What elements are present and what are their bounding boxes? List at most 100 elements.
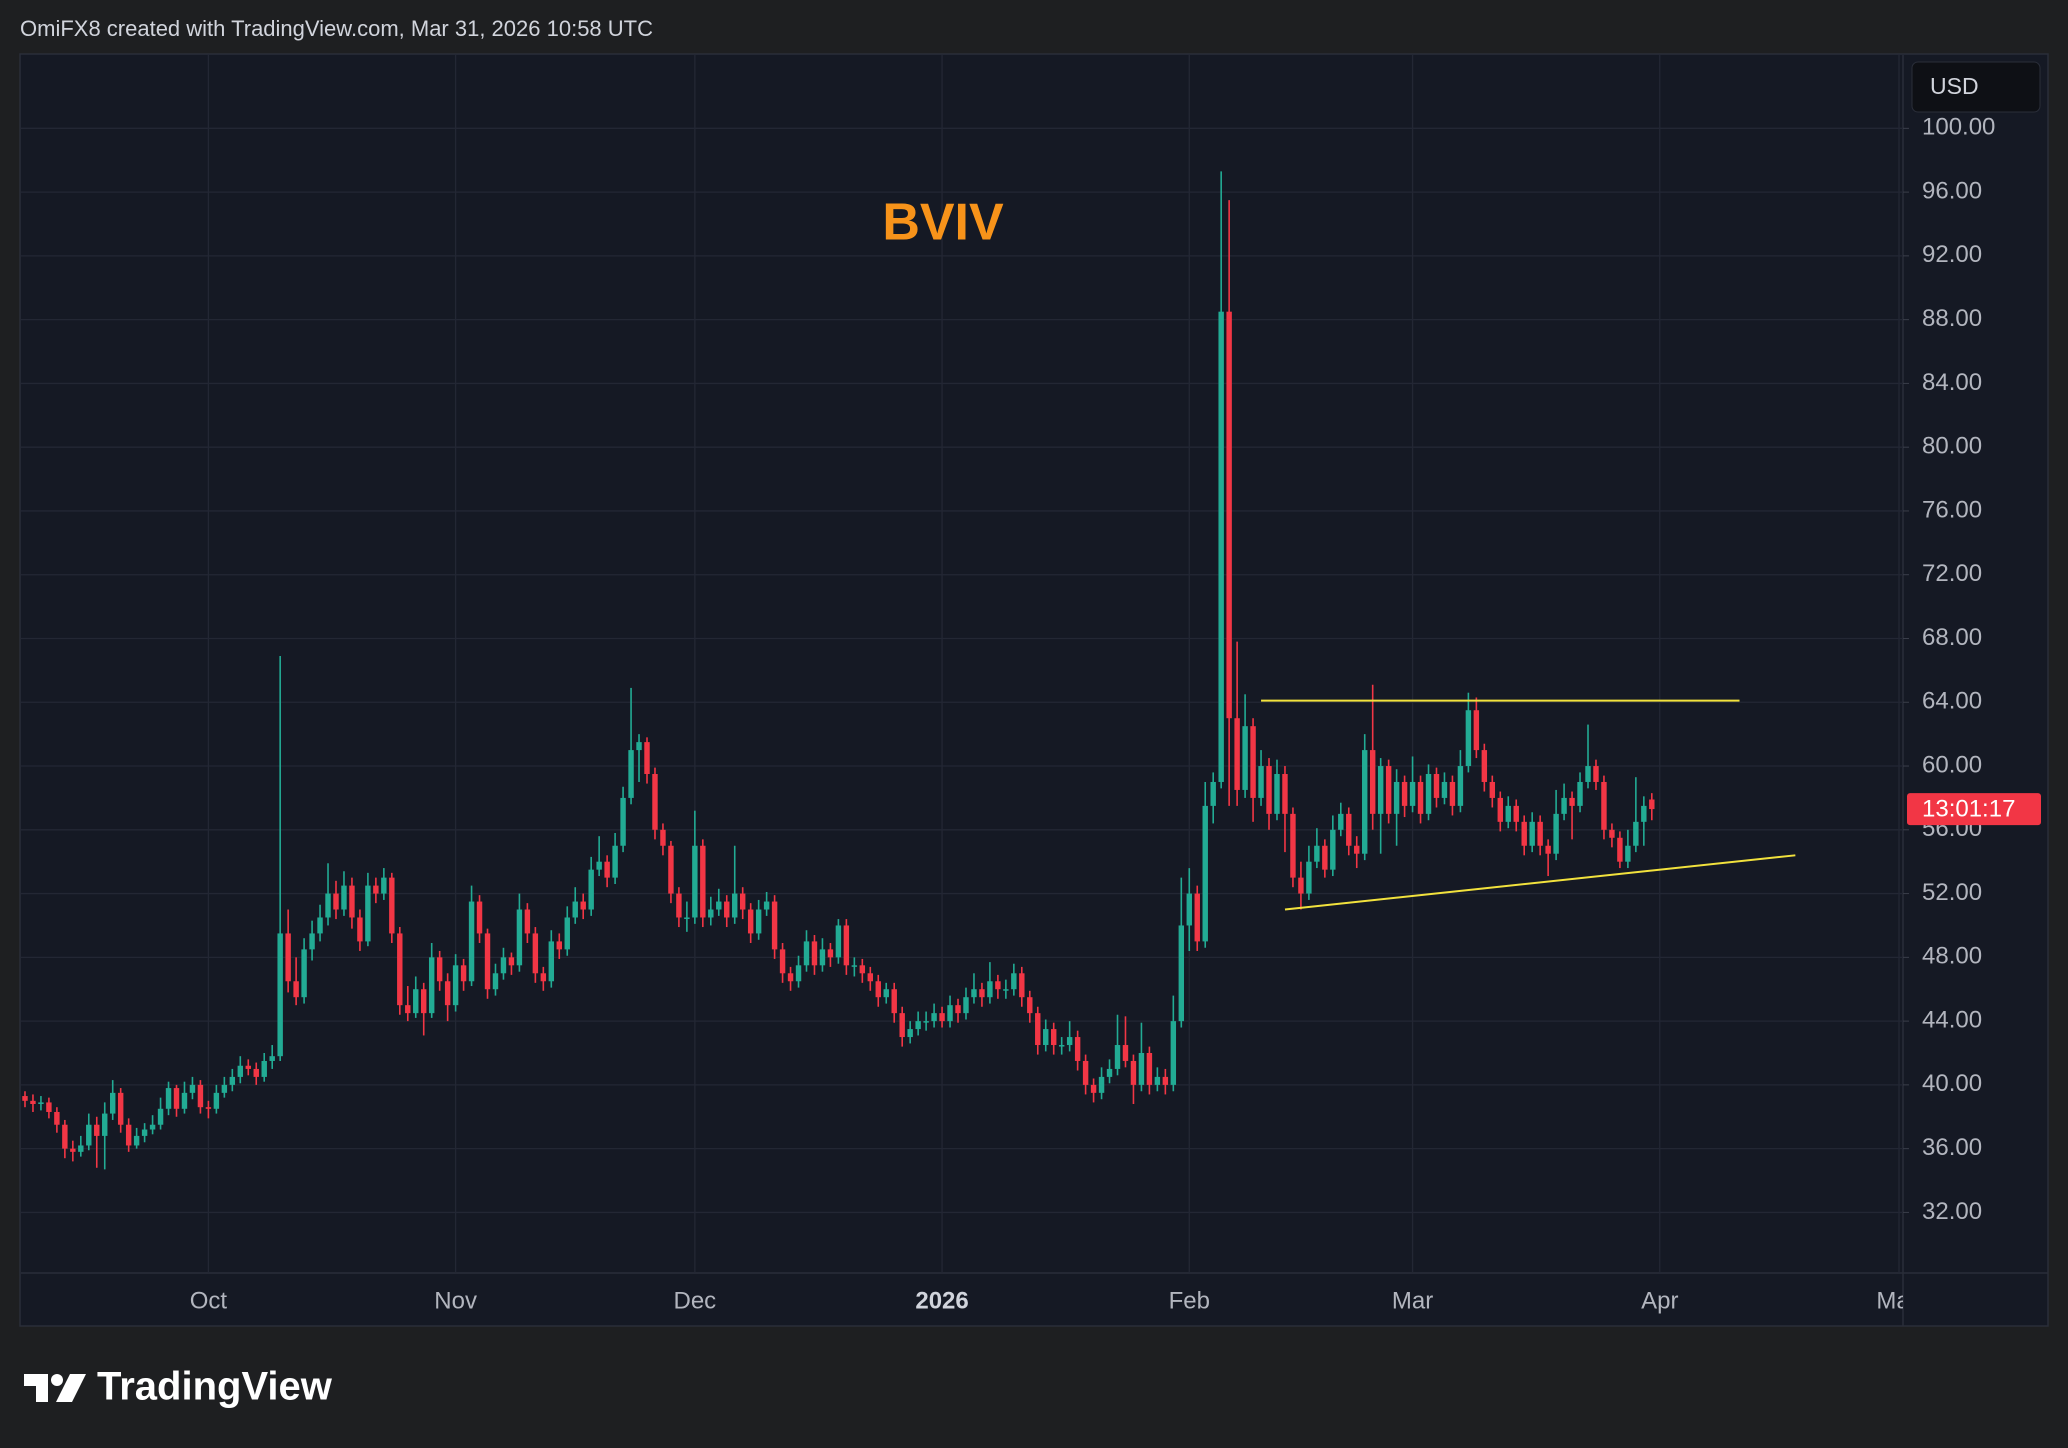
candle-body [102,1113,108,1136]
candle-body [1449,781,1456,806]
candle-body [78,1145,84,1152]
candle-body [1154,1076,1161,1085]
candle-body [1569,797,1575,806]
countdown-label: 13:01:17 [1922,795,2015,822]
candle-body [1354,845,1360,854]
candle-body [915,1021,921,1030]
candle-body [1497,797,1503,822]
candle-body [421,989,427,1014]
candle-body [1585,766,1591,782]
grid [21,55,1903,1273]
candle-body [732,893,738,918]
candle-body [293,981,299,998]
candle-body [1098,1076,1105,1093]
candle-body [1362,750,1368,854]
candle-body [716,901,722,910]
candle-body [811,941,818,966]
candle-body [1441,781,1448,798]
candle-body [436,957,443,982]
candle-body [1457,766,1464,806]
candle-body [763,901,770,910]
candle-body [1577,781,1583,806]
candle-body [1019,973,1025,998]
candle-body [556,941,562,950]
candle-body [1338,813,1344,830]
candle-body [1641,805,1647,822]
candle-body [907,1029,913,1038]
candle-body [899,1013,905,1038]
candle-body [149,1124,156,1130]
candle-body [955,1005,961,1014]
candle-body [1433,774,1440,798]
candle-body [1489,781,1496,798]
candle-body [604,861,610,878]
candle-body [285,933,291,982]
candle-body [1521,821,1527,846]
candle-body [86,1124,92,1146]
candle-body [1058,1045,1065,1047]
candle-body [1322,845,1328,870]
candle-body [1481,750,1488,782]
candle-body [628,750,634,798]
candle-body [46,1102,52,1112]
y-tick-label: 40.00 [1922,1070,1982,1097]
candle-body [1210,781,1216,806]
candle-body [795,965,802,982]
x-tick-label: Oct [190,1287,228,1314]
candle-body [843,925,850,966]
y-tick-label: 100.00 [1922,114,1995,141]
candle-body [1114,1045,1121,1069]
candle-body [1617,837,1623,862]
candle-body [1401,781,1408,806]
candle-body [540,973,547,982]
candle-body [357,917,363,942]
candle-body [245,1065,251,1069]
candle-body [1529,821,1535,846]
candle-body [1194,893,1200,942]
candle-body [1393,781,1400,814]
candle-body [939,1013,945,1022]
candle-body [1074,1037,1081,1061]
candle-body [309,933,315,950]
candle-body [636,742,642,751]
candle-body [963,997,969,1014]
header-text: OmiFX8 created with TradingView.com, Mar… [20,16,653,41]
candle-body [660,829,666,846]
candle-body [1290,813,1296,878]
candle-body [1298,877,1304,894]
y-tick-label: 80.00 [1922,433,1982,460]
candle-body [1090,1084,1097,1093]
x-tick-label: Dec [674,1287,717,1314]
candle-body [54,1111,60,1125]
candle-body [213,1092,220,1109]
candle-body [221,1084,228,1093]
candle-body [1027,997,1033,1014]
candle-body [700,845,706,918]
candle-body [652,774,658,830]
y-tick-label: 60.00 [1922,751,1982,778]
candle-body [500,957,507,974]
y-tick-label: 76.00 [1922,496,1982,523]
candle-body [588,869,594,910]
candle-body [771,901,778,950]
candle-body [524,909,531,934]
x-tick-label: May [1876,1287,1921,1314]
candle-body [1066,1037,1073,1046]
currency-button[interactable] [1911,61,2041,113]
candle-body [1649,799,1655,810]
chart-frame [19,53,2049,1327]
currency-label[interactable]: USD [1930,73,1979,99]
candle-body [365,885,371,942]
candle-body [1170,1021,1177,1085]
time-axis: Oct Nov Dec 2026 Feb Mar Apr May [190,1287,1921,1314]
candle-body [1385,766,1392,814]
candle-body [397,933,403,1006]
candle-body [1130,1060,1137,1085]
candle-body [1162,1076,1169,1085]
candle-body [253,1068,259,1077]
candle-body [1234,718,1240,790]
candle-body [803,941,810,966]
y-tick-label: 72.00 [1922,560,1982,587]
